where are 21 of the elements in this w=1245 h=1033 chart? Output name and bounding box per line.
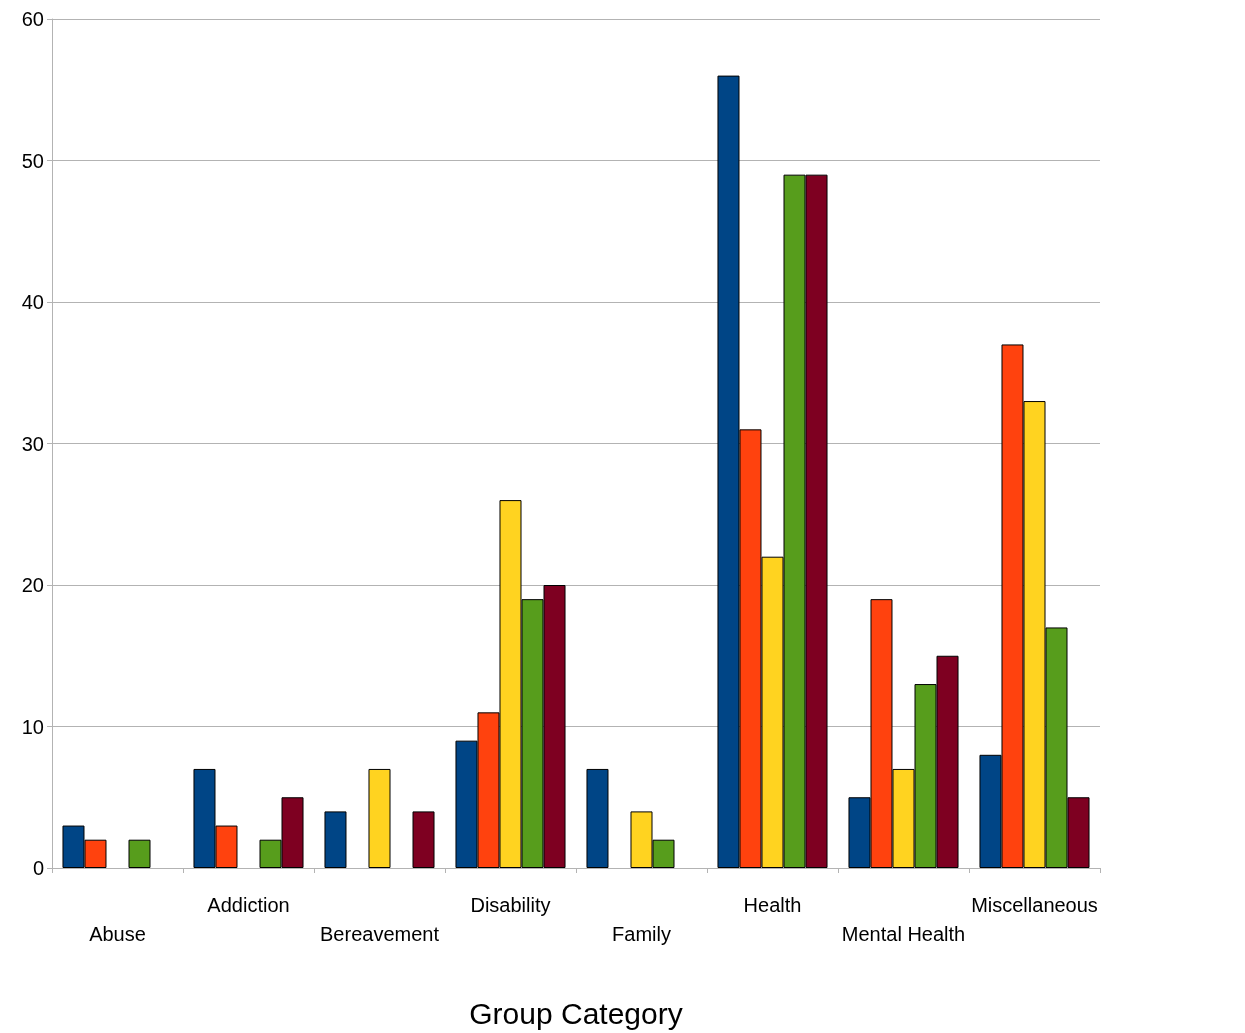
x-tick-label: Family <box>612 922 671 945</box>
bar <box>586 768 609 868</box>
x-axis-title: Group Category <box>469 996 683 1030</box>
x-tick-label: Health <box>743 893 802 916</box>
y-tick-label: 60 <box>21 8 44 30</box>
bar <box>128 839 151 868</box>
y-tick-label: 50 <box>21 149 44 172</box>
y-tick-label: 0 <box>32 857 44 879</box>
y-tick-label: 30 <box>21 432 44 455</box>
x-tick-label: Mental Health <box>841 922 966 945</box>
bar <box>412 811 435 868</box>
x-tick-label: Addiction <box>207 893 290 916</box>
y-tick-label: 20 <box>21 574 44 596</box>
x-tick-label: Disability <box>470 893 551 916</box>
x-tick-label: Bereavement <box>320 922 440 945</box>
bar <box>324 811 347 868</box>
bar <box>368 768 391 868</box>
x-tick-label: Abuse <box>89 922 146 945</box>
y-tick-label: 40 <box>21 291 44 313</box>
x-tick-label: Miscellaneous <box>971 893 1098 916</box>
y-tick-label: 10 <box>21 715 44 738</box>
